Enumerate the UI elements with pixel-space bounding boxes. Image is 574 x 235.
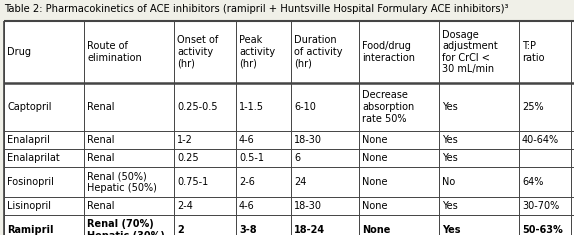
Text: No: No: [442, 177, 455, 187]
Text: Table 2: Pharmacokinetics of ACE inhibitors (ramipril + Huntsville Hospital Form: Table 2: Pharmacokinetics of ACE inhibit…: [4, 4, 509, 14]
Text: Renal: Renal: [87, 153, 114, 163]
Text: 64%: 64%: [522, 177, 544, 187]
Text: Yes: Yes: [442, 153, 457, 163]
Text: 2-6: 2-6: [239, 177, 255, 187]
Text: Drug: Drug: [7, 47, 31, 57]
Text: Fosinopril: Fosinopril: [7, 177, 54, 187]
Text: Food/drug
interaction: Food/drug interaction: [362, 41, 415, 63]
Text: 0.25: 0.25: [177, 153, 199, 163]
Text: None: None: [362, 201, 387, 211]
Text: 1-1.5: 1-1.5: [239, 102, 264, 112]
Text: Renal: Renal: [87, 201, 114, 211]
Text: Renal (70%)
Hepatic (30%): Renal (70%) Hepatic (30%): [87, 219, 165, 235]
Text: 18-30: 18-30: [294, 201, 322, 211]
Text: Dosage
adjustment
for CrCl <
30 mL/min: Dosage adjustment for CrCl < 30 mL/min: [442, 30, 498, 74]
Text: Onset of
activity
(hr): Onset of activity (hr): [177, 35, 218, 69]
Text: 2-4: 2-4: [177, 201, 193, 211]
Text: Ramipril: Ramipril: [7, 225, 53, 235]
Text: T:P
ratio: T:P ratio: [522, 41, 545, 63]
Text: Yes: Yes: [442, 135, 457, 145]
Text: Route of
elimination: Route of elimination: [87, 41, 142, 63]
Text: Renal: Renal: [87, 135, 114, 145]
Text: 18-30: 18-30: [294, 135, 322, 145]
Text: 50-63%: 50-63%: [522, 225, 563, 235]
Text: 2: 2: [177, 225, 184, 235]
Text: Enalapril: Enalapril: [7, 135, 50, 145]
Text: Renal: Renal: [87, 102, 114, 112]
Text: Yes: Yes: [442, 225, 460, 235]
Text: Captopril: Captopril: [7, 102, 52, 112]
Text: 0.25-0.5: 0.25-0.5: [177, 102, 218, 112]
Text: Yes: Yes: [442, 102, 457, 112]
Text: 30-70%: 30-70%: [522, 201, 559, 211]
Text: 24: 24: [294, 177, 307, 187]
Text: 6: 6: [294, 153, 300, 163]
Text: 4-6: 4-6: [239, 201, 255, 211]
Text: 40-64%: 40-64%: [522, 135, 559, 145]
Text: 1-2: 1-2: [177, 135, 193, 145]
Text: None: None: [362, 153, 387, 163]
Text: Yes: Yes: [442, 201, 457, 211]
Text: 3-8: 3-8: [239, 225, 257, 235]
Text: None: None: [362, 135, 387, 145]
Text: 0.75-1: 0.75-1: [177, 177, 208, 187]
Text: Peak
activity
(hr): Peak activity (hr): [239, 35, 275, 69]
Text: 6-10: 6-10: [294, 102, 316, 112]
Text: Renal (50%)
Hepatic (50%): Renal (50%) Hepatic (50%): [87, 171, 157, 193]
Text: 4-6: 4-6: [239, 135, 255, 145]
Text: 0.5-1: 0.5-1: [239, 153, 264, 163]
Text: Lisinopril: Lisinopril: [7, 201, 51, 211]
Text: 25%: 25%: [522, 102, 544, 112]
Text: Enalaprilat: Enalaprilat: [7, 153, 60, 163]
Text: Decrease
absorption
rate 50%: Decrease absorption rate 50%: [362, 90, 414, 124]
Text: 18-24: 18-24: [294, 225, 325, 235]
Text: None: None: [362, 177, 387, 187]
Text: Duration
of activity
(hr): Duration of activity (hr): [294, 35, 343, 69]
Text: None: None: [362, 225, 390, 235]
